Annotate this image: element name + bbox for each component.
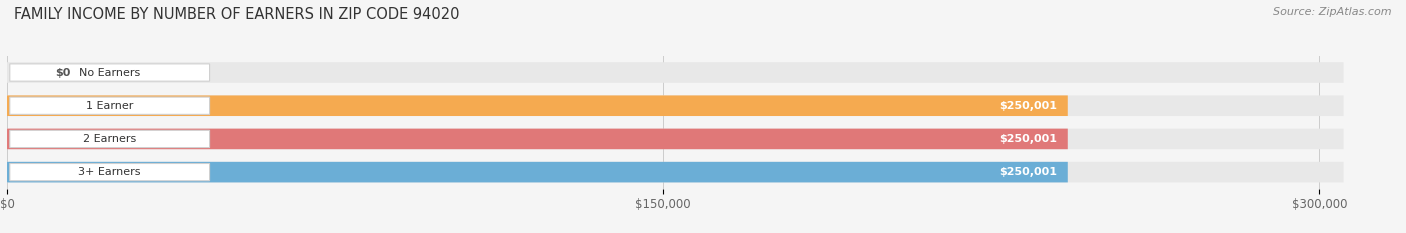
Text: Source: ZipAtlas.com: Source: ZipAtlas.com	[1274, 7, 1392, 17]
FancyBboxPatch shape	[10, 97, 209, 114]
FancyBboxPatch shape	[7, 129, 1344, 149]
FancyBboxPatch shape	[7, 62, 1344, 83]
Text: 2 Earners: 2 Earners	[83, 134, 136, 144]
FancyBboxPatch shape	[7, 96, 1344, 116]
FancyBboxPatch shape	[7, 129, 1067, 149]
FancyBboxPatch shape	[7, 162, 1344, 182]
Text: $250,001: $250,001	[998, 101, 1057, 111]
Text: $0: $0	[55, 68, 70, 78]
Text: $250,001: $250,001	[998, 134, 1057, 144]
FancyBboxPatch shape	[10, 64, 209, 81]
FancyBboxPatch shape	[7, 162, 1067, 182]
Text: $250,001: $250,001	[998, 167, 1057, 177]
Text: 1 Earner: 1 Earner	[86, 101, 134, 111]
Text: 3+ Earners: 3+ Earners	[79, 167, 141, 177]
Text: No Earners: No Earners	[79, 68, 141, 78]
FancyBboxPatch shape	[7, 96, 1067, 116]
FancyBboxPatch shape	[10, 164, 209, 181]
Text: FAMILY INCOME BY NUMBER OF EARNERS IN ZIP CODE 94020: FAMILY INCOME BY NUMBER OF EARNERS IN ZI…	[14, 7, 460, 22]
FancyBboxPatch shape	[10, 130, 209, 147]
